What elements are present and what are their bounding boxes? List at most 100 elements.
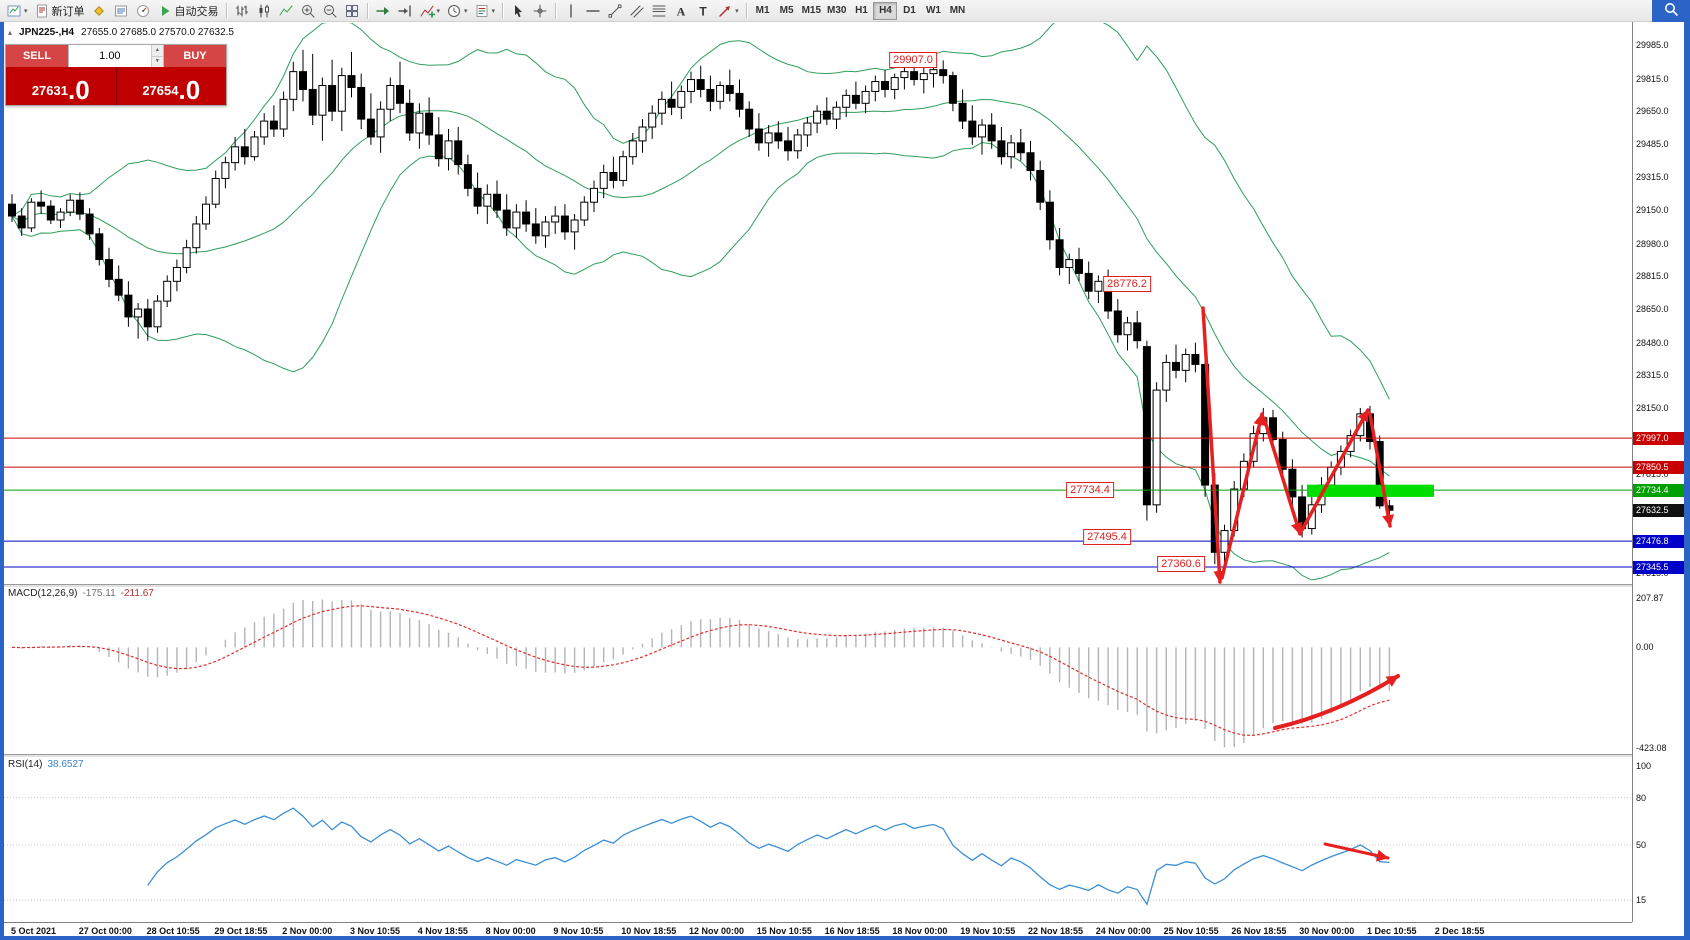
sell-price-button[interactable]: 27631 .0	[6, 67, 117, 105]
price-tick: 29150.0	[1636, 205, 1669, 216]
time-label: 26 Nov 18:55	[1231, 926, 1287, 936]
list-icon	[113, 3, 129, 19]
time-label: 16 Nov 18:55	[824, 926, 880, 936]
buy-price-button[interactable]: 27654 .0	[116, 67, 226, 105]
crosshair-icon	[532, 3, 548, 19]
timeframe-m1-button[interactable]: M1	[751, 2, 775, 20]
price-tick: 29315.0	[1636, 172, 1669, 183]
vertical-line-button[interactable]	[560, 1, 582, 21]
chevron-down-icon: ▾	[491, 7, 496, 15]
panel-resize-handle[interactable]	[0, 584, 1684, 587]
toolbar-separator	[502, 2, 504, 19]
timeframe-d1-button[interactable]: D1	[897, 2, 921, 20]
volume-down-button[interactable]: ▼	[151, 56, 163, 67]
horizontal-line-button[interactable]	[582, 1, 604, 21]
templates-button[interactable]: ▾	[471, 1, 499, 21]
sell-price-frac: .0	[67, 75, 90, 105]
price-tick: 28815.0	[1636, 271, 1669, 282]
toolbar-separator	[555, 2, 557, 19]
time-label: 8 Nov 00:00	[485, 926, 536, 936]
time-axis[interactable]: 5 Oct 2021 27 Oct 00:00 28 Oct 10:55 29 Oct…	[0, 922, 1632, 940]
buy-button[interactable]: BUY	[164, 45, 226, 67]
market-watch-button[interactable]	[110, 1, 132, 21]
zoom-in-button[interactable]	[297, 1, 319, 21]
timeframe-h1-button[interactable]: H1	[849, 2, 873, 20]
rsi-value: 38.6527	[47, 759, 84, 770]
one-click-trading-panel: SELL ▲ ▼ BUY 27631 .0 27654 .0	[5, 44, 227, 106]
macd-window-label: MACD(12,26,9) -175.11 -211.67	[8, 588, 154, 599]
shift-icon	[397, 3, 413, 19]
panel-resize-handle[interactable]	[0, 754, 1684, 757]
macd-tick: 207.87	[1636, 592, 1664, 603]
axis-price-marker: 27850.5	[1633, 460, 1684, 474]
chevron-down-icon: ▾	[24, 7, 28, 15]
cursor-button[interactable]	[507, 1, 529, 21]
timeframe-w1-button[interactable]: W1	[921, 2, 945, 20]
price-axis[interactable]: 29985.0 29815.0 29650.0 29485.0 29315.0 29150…	[1632, 22, 1684, 922]
rsi-tick: 15	[1636, 895, 1647, 906]
timeframe-m15-button[interactable]: M15	[799, 2, 824, 20]
time-label: 12 Nov 00:00	[689, 926, 745, 936]
auto-scroll-button[interactable]	[372, 1, 394, 21]
zoom-out-button[interactable]	[319, 1, 341, 21]
strategy-tester-button[interactable]	[132, 1, 154, 21]
collapse-one-click-icon[interactable]: ▴	[8, 28, 13, 37]
indicator-icon	[419, 3, 435, 19]
time-label: 3 Nov 10:55	[350, 926, 401, 936]
bar-chart-button[interactable]	[231, 1, 253, 21]
timeframe-mn-button[interactable]: MN	[945, 2, 969, 20]
window-edge-bottom	[0, 936, 1690, 940]
time-label: 2 Nov 00:00	[282, 926, 333, 936]
timeframe-h4-button[interactable]: H4	[873, 1, 898, 20]
sell-button[interactable]: SELL	[6, 45, 68, 67]
timeframe-m5-button[interactable]: M5	[775, 2, 799, 20]
time-label: 2 Dec 18:55	[1434, 926, 1485, 936]
text-button[interactable]: A	[670, 1, 692, 21]
new-chart-button[interactable]: ▾	[3, 1, 31, 21]
autoscroll-icon	[375, 3, 391, 19]
macd-tick: 0.00	[1636, 642, 1654, 653]
timeframe-m30-button[interactable]: M30	[824, 2, 849, 20]
time-label: 15 Nov 10:55	[756, 926, 812, 936]
chevron-down-icon: ▾	[464, 7, 468, 15]
axis-price-marker: 27632.5	[1633, 503, 1684, 517]
metaeditor-button[interactable]	[88, 1, 110, 21]
equidistant-channel-button[interactable]	[626, 1, 648, 21]
rsi-tick: 50	[1636, 840, 1647, 850]
time-label: 28 Oct 10:55	[146, 926, 200, 936]
candles-icon	[256, 3, 272, 19]
chart-canvas[interactable]	[0, 0, 1632, 940]
macd-name: MACD(12,26,9)	[8, 588, 78, 599]
svg-text:T: T	[699, 4, 707, 18]
chart-shift-button[interactable]	[394, 1, 416, 21]
macd-tick: -423.08	[1636, 743, 1667, 753]
window-edge-right	[1684, 0, 1690, 940]
periods-button[interactable]: ▾	[443, 1, 471, 21]
volume-up-button[interactable]: ▲	[151, 45, 163, 57]
rsi-name: RSI(14)	[8, 759, 43, 770]
template-icon	[474, 3, 490, 19]
macd-main-value: -175.11	[82, 588, 116, 599]
line-chart-button[interactable]	[275, 1, 297, 21]
price-tick: 29815.0	[1636, 73, 1669, 84]
text-label-button[interactable]: T	[692, 1, 714, 21]
search-button[interactable]	[1652, 0, 1690, 22]
volume-input[interactable]	[69, 45, 151, 67]
new-order-button[interactable]: 新订单	[31, 1, 88, 21]
play-icon	[157, 3, 173, 19]
toolbar-separator	[366, 2, 368, 19]
window-edge-left	[0, 22, 4, 940]
bars-icon	[234, 3, 250, 19]
candlestick-chart-button[interactable]	[253, 1, 275, 21]
trendline-button[interactable]	[604, 1, 626, 21]
tile-windows-button[interactable]	[341, 1, 363, 21]
indicators-button[interactable]: ▾	[416, 1, 444, 21]
svg-text:A: A	[677, 4, 686, 18]
arrows-button[interactable]: ▾	[714, 1, 742, 21]
hline-icon	[585, 3, 601, 19]
magnifier-icon	[1663, 1, 1679, 22]
fibonacci-button[interactable]	[648, 1, 670, 21]
axis-price-marker: 27345.5	[1633, 560, 1684, 574]
autotrading-button[interactable]: 自动交易	[154, 1, 222, 21]
crosshair-button[interactable]	[529, 1, 551, 21]
